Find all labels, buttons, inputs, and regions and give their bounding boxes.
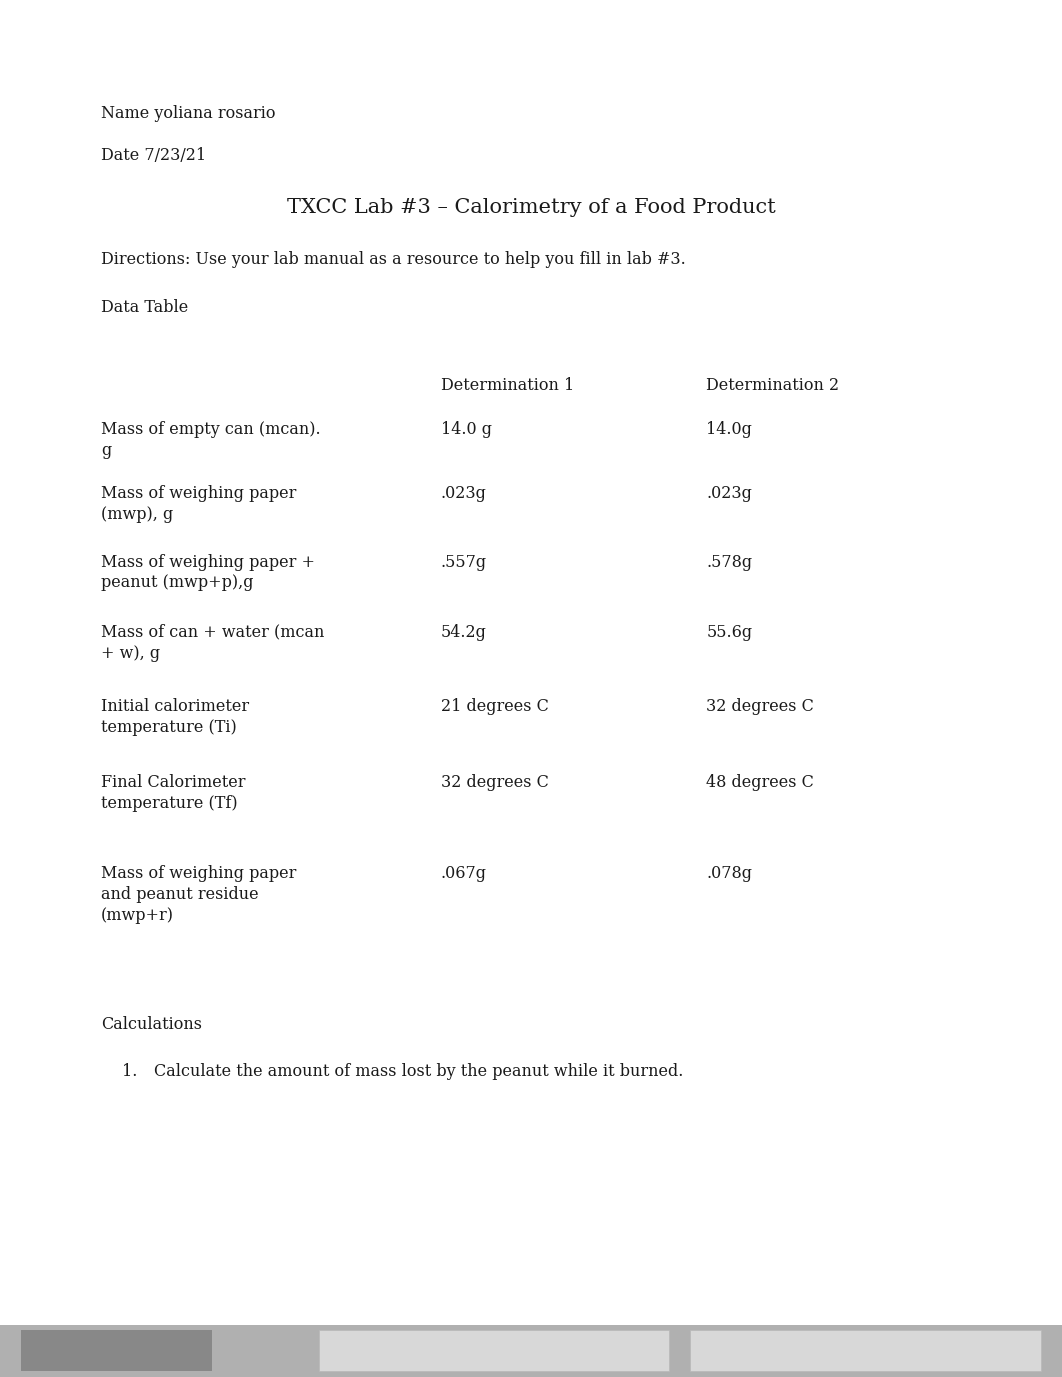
Text: 54.2g: 54.2g (441, 624, 486, 640)
Text: 21 degrees C: 21 degrees C (441, 698, 549, 715)
Text: 48 degrees C: 48 degrees C (706, 774, 815, 790)
Text: 55.6g: 55.6g (706, 624, 752, 640)
Text: Date 7/23/21: Date 7/23/21 (101, 147, 206, 164)
Text: Determination 2: Determination 2 (706, 377, 839, 394)
Text: Determination 1: Determination 1 (441, 377, 573, 394)
Bar (690, 1330, 1041, 1371)
Text: Data Table: Data Table (101, 299, 188, 315)
Text: Mass of weighing paper
(mwp), g: Mass of weighing paper (mwp), g (101, 485, 296, 523)
Text: TXCC Lab #3 – Calorimetry of a Food Product: TXCC Lab #3 – Calorimetry of a Food Prod… (287, 198, 775, 218)
Text: 32 degrees C: 32 degrees C (441, 774, 549, 790)
Text: Mass of empty can (mcan).
g: Mass of empty can (mcan). g (101, 421, 321, 460)
Text: Calculate the amount of mass lost by the peanut while it burned.: Calculate the amount of mass lost by the… (154, 1063, 683, 1080)
Text: .067g: .067g (441, 865, 486, 881)
Text: .023g: .023g (441, 485, 486, 501)
Bar (319, 1330, 669, 1371)
Text: Name yoliana rosario: Name yoliana rosario (101, 105, 275, 121)
Text: .557g: .557g (441, 554, 486, 570)
Text: Initial calorimeter
temperature (Ti): Initial calorimeter temperature (Ti) (101, 698, 249, 737)
Text: 14.0g: 14.0g (706, 421, 752, 438)
Text: .078g: .078g (706, 865, 752, 881)
Text: Final Calorimeter
temperature (Tf): Final Calorimeter temperature (Tf) (101, 774, 245, 812)
Text: Mass of weighing paper +
peanut (mwp+p),g: Mass of weighing paper + peanut (mwp+p),… (101, 554, 315, 592)
Bar (21, 1330, 212, 1371)
Text: Calculations: Calculations (101, 1016, 202, 1033)
Text: Mass of weighing paper
and peanut residue
(mwp+r): Mass of weighing paper and peanut residu… (101, 865, 296, 924)
Text: .023g: .023g (706, 485, 752, 501)
Text: .578g: .578g (706, 554, 752, 570)
Bar (0, 1325, 1062, 1377)
Text: Mass of can + water (mcan
+ w), g: Mass of can + water (mcan + w), g (101, 624, 324, 662)
Text: Directions: Use your lab manual as a resource to help you fill in lab #3.: Directions: Use your lab manual as a res… (101, 251, 686, 267)
Text: 14.0 g: 14.0 g (441, 421, 492, 438)
Text: 32 degrees C: 32 degrees C (706, 698, 815, 715)
Text: 1.: 1. (122, 1063, 137, 1080)
